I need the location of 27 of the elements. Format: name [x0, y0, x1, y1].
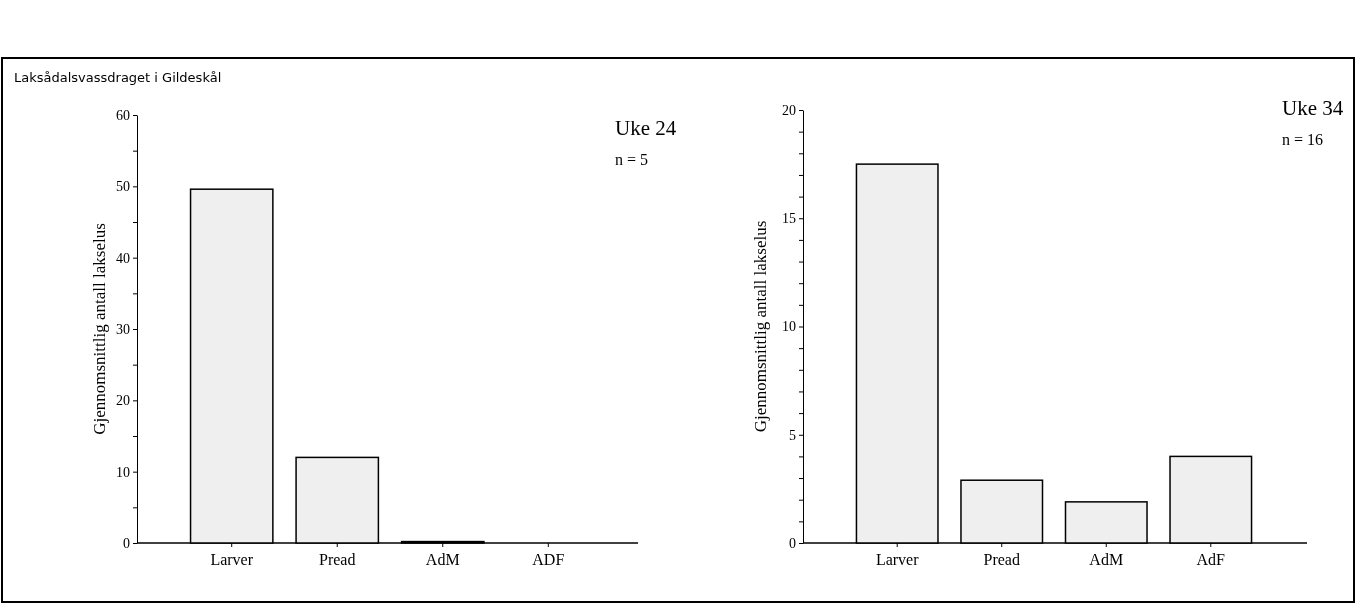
y-axis-title: Gjennomsnittlig antall lakselus: [90, 223, 109, 435]
chart-title: Laksådalsvassdraget i Gildeskål: [14, 70, 222, 85]
y-tick-label: 10: [782, 319, 796, 335]
y-tick-label: 40: [116, 250, 130, 266]
y-tick-label: 0: [789, 535, 796, 551]
x-tick-label: AdM: [1089, 551, 1124, 568]
y-tick-label: 20: [782, 102, 796, 118]
annotation: Uke 24: [615, 116, 677, 140]
x-tick-label: Pread: [319, 551, 356, 568]
x-tick-label: Larver: [875, 551, 920, 568]
x-tick-label: AdF: [1196, 551, 1226, 568]
y-tick-label: 0: [123, 535, 130, 551]
y-tick-label: 50: [116, 179, 130, 195]
x-tick-label: AdM: [425, 551, 460, 568]
y-tick-label: 5: [789, 427, 796, 443]
x-tick-label: Pread: [983, 551, 1020, 568]
y-tick-label: 10: [116, 464, 130, 480]
annotation: n = 16: [1282, 131, 1324, 148]
y-tick-label: 20: [116, 393, 130, 409]
y-axis-title: Gjennomsnittlig antall lakselus: [751, 220, 770, 433]
y-tick-label: 30: [116, 321, 130, 337]
x-tick-label: Larver: [210, 551, 254, 568]
y-tick-label: 15: [782, 211, 796, 227]
annotation: n = 5: [615, 151, 649, 168]
y-tick-label: 60: [116, 107, 130, 123]
annotation: Uke 34: [1282, 96, 1344, 120]
x-tick-label: ADF: [532, 551, 565, 568]
